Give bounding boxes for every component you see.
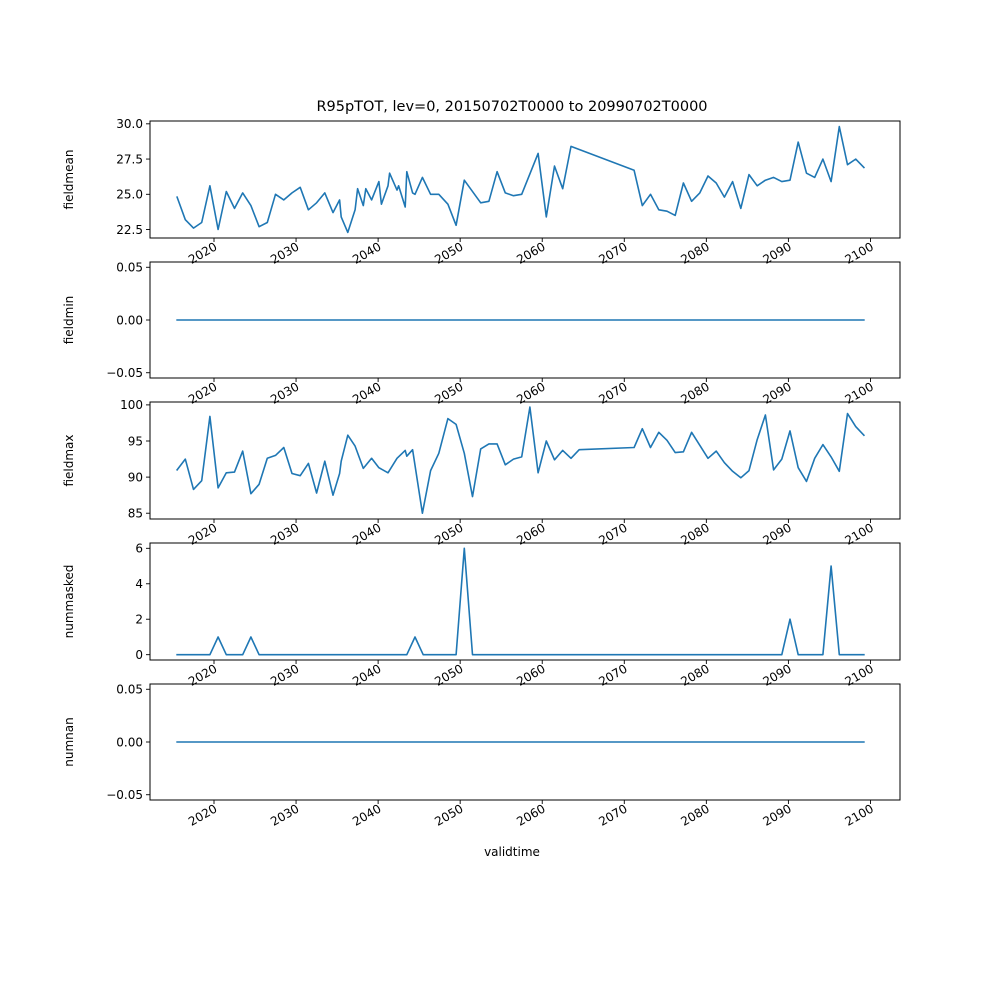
series-line-fieldmean xyxy=(176,125,866,234)
axes-frame xyxy=(149,120,901,239)
series-line-nummasked xyxy=(176,547,865,656)
x-axis-label: validtime xyxy=(484,845,540,859)
y-tick-label: 0.00 xyxy=(116,313,143,327)
y-tick-label: 30.0 xyxy=(116,117,143,131)
series-line-fieldmax xyxy=(175,406,866,515)
y-tick-label: 6 xyxy=(135,542,143,556)
y-axis-label: nummasked xyxy=(62,565,76,639)
axes-frame xyxy=(149,401,901,520)
y-axis-label: fieldmean xyxy=(62,150,76,210)
y-tick-label: 0.05 xyxy=(116,683,143,697)
axes-frame xyxy=(149,542,901,661)
chart-title: R95pTOT, lev=0, 20150702T0000 to 2099070… xyxy=(316,99,707,115)
y-tick-label: 85 xyxy=(128,507,143,521)
y-tick-label: 4 xyxy=(135,577,143,591)
y-tick-label: 0 xyxy=(135,648,143,662)
y-tick-label: 100 xyxy=(120,398,143,412)
y-tick-label: 25.0 xyxy=(116,188,143,202)
y-tick-label: 0.05 xyxy=(116,261,143,275)
y-tick-label: 2 xyxy=(135,613,143,627)
y-tick-label: 22.5 xyxy=(116,223,143,237)
axes-frame xyxy=(149,683,901,801)
y-tick-label: 0.00 xyxy=(116,735,143,749)
y-axis-label: fieldmax xyxy=(62,434,76,486)
y-tick-label: 27.5 xyxy=(116,152,143,166)
y-tick-label: −0.05 xyxy=(106,366,143,380)
y-axis-label: fieldmin xyxy=(62,296,76,345)
axes-frame xyxy=(149,261,901,379)
y-tick-label: −0.05 xyxy=(106,788,143,802)
y-tick-label: 95 xyxy=(128,434,143,448)
y-tick-label: 90 xyxy=(128,470,143,484)
y-axis-label: numnan xyxy=(62,717,76,766)
